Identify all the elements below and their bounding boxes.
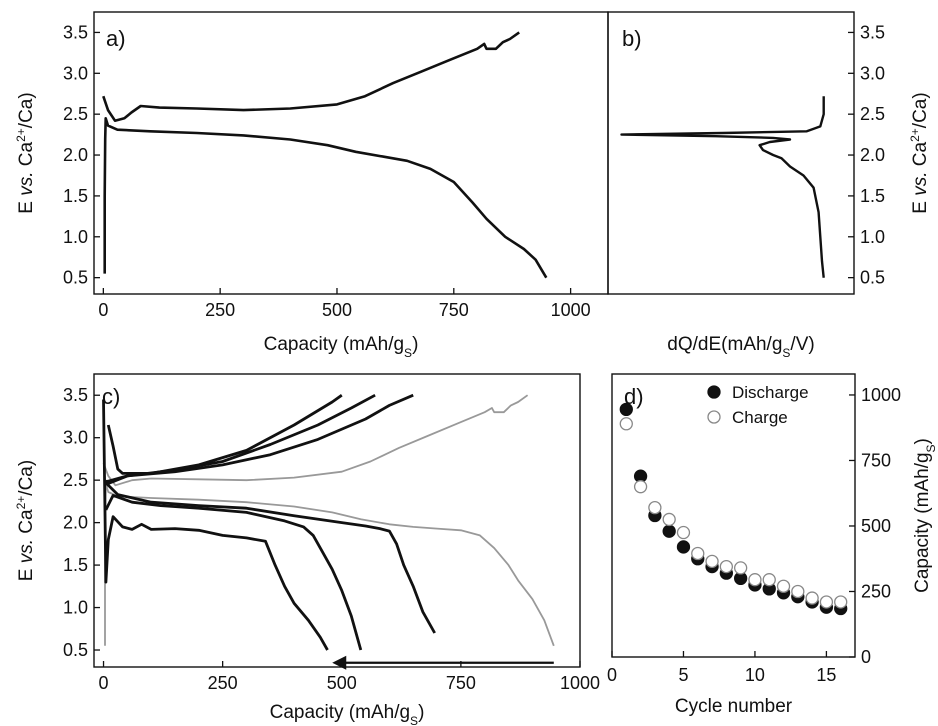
panel-c-curve-5 xyxy=(104,493,363,651)
panel-a-x-tick-label: 500 xyxy=(322,300,352,320)
panel-a-x-tick-label: 0 xyxy=(98,300,108,320)
panel-c-x-tick-label: 0 xyxy=(99,673,109,693)
panel-d-charge-point xyxy=(819,595,834,609)
panel-d-charge-point xyxy=(776,579,791,593)
panel-d-charge-point xyxy=(705,554,719,569)
panel-d-discharge-point xyxy=(676,540,691,554)
legend-discharge-label: Discharge xyxy=(732,383,809,402)
panel-b-y-tick-label: 1.0 xyxy=(860,227,885,247)
panel-d-charge-point xyxy=(676,525,691,540)
panel-c-y-tick-label: 2.5 xyxy=(63,470,88,490)
panel-d-y-axis-label: Capacity (mAh/gS) xyxy=(912,438,938,593)
panel-a-y-tick-label: 1.0 xyxy=(63,227,88,247)
panel-d-x-tick-label: 5 xyxy=(678,665,688,685)
panel-c-curve-3 xyxy=(104,479,436,634)
panel-c-arrow-head xyxy=(332,655,347,670)
panel-b-y-tick-label: 2.0 xyxy=(860,145,885,165)
legend-charge-label: Charge xyxy=(732,408,788,427)
panel-a-y-tick-label: 2.5 xyxy=(63,104,88,124)
panel-c-y-tick-label: 3.0 xyxy=(63,428,88,448)
panel-a-label: a) xyxy=(106,26,126,51)
panel-b-y-tick-label: 3.5 xyxy=(860,22,885,42)
panel-d-charge-point xyxy=(633,480,648,494)
panel-c-y-tick-label: 0.5 xyxy=(63,640,88,660)
panel-d-y-tick-label: 1000 xyxy=(861,385,901,405)
panel-c-frame xyxy=(93,373,581,668)
panel-c-y-tick-label: 3.5 xyxy=(63,385,88,405)
panel-d-discharge-point xyxy=(619,402,633,417)
panel-d-y-tick-label: 500 xyxy=(861,516,891,536)
panel-d-charge-point xyxy=(762,573,776,587)
panel-c-x-tick-label: 500 xyxy=(327,673,357,693)
panel-c-curve-1 xyxy=(104,483,555,647)
panel-a-x-tick-label: 750 xyxy=(439,300,469,320)
panel-d-charge-point xyxy=(791,584,805,599)
panel-b-curve-1 xyxy=(620,96,825,278)
panel-b-y-tick-label: 3.0 xyxy=(860,63,885,83)
panel-a-x-tick-label: 250 xyxy=(205,300,235,320)
panel-b-y-tick-label: 2.5 xyxy=(860,104,885,124)
panel-c-curve-8 xyxy=(106,394,343,475)
panel-c-label: c) xyxy=(102,384,120,409)
panel-d-frame xyxy=(611,373,856,658)
panel-d-x-axis-label: Cycle number xyxy=(675,696,793,717)
panel-d-discharge-point xyxy=(662,524,676,538)
legend-discharge-marker xyxy=(707,385,721,399)
panel-b-label: b) xyxy=(622,26,642,51)
panel-a-x-tick-label: 1000 xyxy=(551,300,591,320)
panel-a-y-tick-label: 3.5 xyxy=(63,22,88,42)
panel-d-charge-point xyxy=(834,595,848,609)
panel-d-charge-point xyxy=(691,546,705,561)
panel-c-y-tick-label: 2.0 xyxy=(63,513,88,533)
panel-b-x-axis-label: dQ/dE(mAh/gS/V) xyxy=(667,334,814,360)
panel-a-y-tick-label: 3.0 xyxy=(63,63,88,83)
panel-d-charge-point xyxy=(748,573,762,587)
panel-c-x-tick-label: 750 xyxy=(446,673,476,693)
panel-a-y-tick-label: 0.5 xyxy=(63,268,88,288)
panel-c-curve-6 xyxy=(105,393,376,486)
panel-c-y-tick-label: 1.0 xyxy=(63,598,88,618)
panel-d-charge-point xyxy=(733,561,748,575)
panel-b-y-tick-label: 1.5 xyxy=(860,186,885,206)
panel-d-charge-point xyxy=(805,591,819,605)
panel-a-y-axis-label: E vs. Ca2+/Ca) xyxy=(14,92,37,213)
panel-d-charge-point xyxy=(662,512,676,527)
panel-d-y-tick-label: 250 xyxy=(861,581,891,601)
legend-charge-marker xyxy=(707,410,721,424)
panel-c-curve-2 xyxy=(102,394,529,487)
panel-d-charge-point xyxy=(719,559,734,574)
panel-b-y-tick-label: 0.5 xyxy=(860,268,885,288)
panel-d-charge-point xyxy=(619,417,633,431)
panel-a-frame xyxy=(93,11,609,295)
panel-c-curve-4 xyxy=(105,393,414,484)
panel-d-y-tick-label: 750 xyxy=(861,450,891,470)
panel-c-x-tick-label: 250 xyxy=(208,673,238,693)
panel-d-charge-point xyxy=(648,500,662,515)
panel-d-label: d) xyxy=(624,384,644,409)
panel-d-x-tick-label: 15 xyxy=(816,665,836,685)
panel-b-frame xyxy=(607,11,855,295)
panel-c-x-tick-label: 1000 xyxy=(560,673,600,693)
panel-a-curve-1 xyxy=(103,117,548,279)
panel-c-y-axis-label: E vs. Ca2+/Ca) xyxy=(14,460,37,581)
panel-d-x-tick-label: 0 xyxy=(607,665,617,685)
panel-c-curve-7 xyxy=(102,399,329,651)
panel-a-y-tick-label: 2.0 xyxy=(63,145,88,165)
panel-d-y-tick-label: 0 xyxy=(861,647,871,667)
panel-b-y-axis-label: E vs. Ca2+/Ca) xyxy=(908,92,931,213)
panel-c-x-axis-label: Capacity (mAh/gS) xyxy=(270,702,425,726)
panel-a-curve-2 xyxy=(102,31,520,122)
panel-a-y-tick-label: 1.5 xyxy=(63,186,88,206)
panel-c-y-tick-label: 1.5 xyxy=(63,555,88,575)
panel-a-x-axis-label: Capacity (mAh/gS) xyxy=(264,334,419,360)
panel-d-x-tick-label: 10 xyxy=(745,665,765,685)
